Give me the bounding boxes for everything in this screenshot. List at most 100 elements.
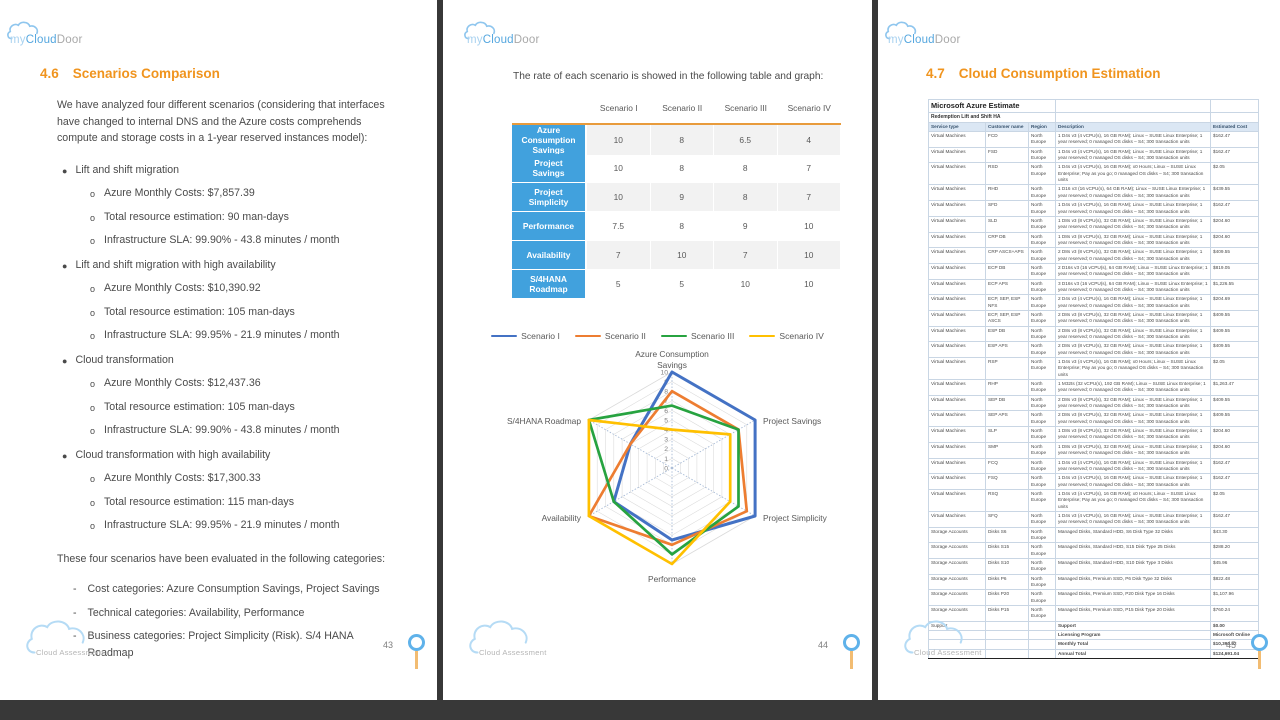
estimate-cell: 1 D8s v3 (8 vCPU(s), 32 GB RAM); Linux –… bbox=[1055, 441, 1212, 459]
section-heading-4-6: 4.6 Scenarios Comparison bbox=[40, 66, 220, 81]
estimate-cell: $2.05 bbox=[1210, 162, 1260, 186]
scenario-detail: Infrastructure SLA: 99.90% - 43.8 minute… bbox=[104, 424, 340, 436]
estimate-cell: North Europe bbox=[1027, 131, 1057, 148]
estimate-row: Storage Accounts Disks P15 North Europe Man… bbox=[928, 605, 1260, 622]
estimate-cell: $43.30 bbox=[1210, 526, 1260, 544]
estimate-cell: $439.55 bbox=[1210, 184, 1260, 202]
radar-legend: Scenario I Scenario II Scenario III Scenari… bbox=[443, 331, 872, 341]
estimate-cell: SLD bbox=[985, 215, 1029, 233]
estimate-cell: Disks S10 bbox=[985, 557, 1029, 575]
estimate-title-spacer bbox=[1055, 99, 1212, 113]
section-title: Scenarios Comparison bbox=[72, 66, 220, 81]
estimate-row: Virtual Machines ECP, SEP, ESP ASCS North … bbox=[928, 309, 1260, 327]
estimate-cell: 2 D8s v3 (8 vCPU(s), 32 GB RAM); Linux –… bbox=[1055, 309, 1212, 327]
rating-value: 10 bbox=[650, 241, 714, 270]
estimate-cell: ESP APS bbox=[985, 341, 1029, 359]
estimate-row: Storage Accounts Disks S10 North Europe Man… bbox=[928, 557, 1260, 575]
rating-value: 9 bbox=[650, 183, 714, 212]
estimate-cell: Disks S15 bbox=[985, 542, 1029, 559]
rating-value: 7 bbox=[587, 241, 651, 270]
estimate-row: Virtual Machines FSQ North Europe 1 D4s v3 … bbox=[928, 473, 1260, 490]
estimate-cell: $409.55 bbox=[1210, 247, 1260, 264]
sub-bullet-icon: o bbox=[90, 379, 96, 389]
estimate-column-header: Customer name bbox=[985, 121, 1029, 133]
rating-row-label: Availability bbox=[512, 241, 587, 270]
estimate-row: Storage Accounts Disks P20 North Europe Man… bbox=[928, 589, 1260, 607]
estimate-cell: $409.55 bbox=[1210, 410, 1260, 428]
scenario-sub-bullet: o Infrastructure SLA: 99.95% - 21.9 minut… bbox=[57, 517, 397, 534]
estimate-column-header: Region bbox=[1027, 121, 1057, 133]
estimate-cell: Managed Disks, Premium SSD, P20 Disk Typ… bbox=[1055, 589, 1212, 607]
estimate-cell bbox=[1027, 648, 1057, 660]
section-heading-4-7: 4.7 Cloud Consumption Estimation bbox=[926, 66, 1161, 81]
radar-axis-label: S/4HANA Roadmap bbox=[507, 416, 581, 426]
footer-brand-text: Cloud Assessment bbox=[479, 648, 547, 657]
page-number: 43 bbox=[382, 640, 393, 650]
dash-icon: - bbox=[73, 583, 77, 595]
estimate-cell: Virtual Machines bbox=[928, 394, 986, 412]
rating-value: 10 bbox=[587, 154, 651, 183]
estimate-cell: SEP DB bbox=[985, 394, 1029, 412]
estimate-cell: 1 D8s v3 (8 vCPU(s), 32 GB RAM); Linux –… bbox=[1055, 231, 1212, 249]
scenario-detail: Azure Monthly Costs: $7,857.39 bbox=[104, 187, 255, 199]
legend-label: Scenario III bbox=[690, 331, 735, 341]
estimate-cell: Virtual Machines bbox=[928, 294, 986, 311]
estimate-cell: North Europe bbox=[1027, 215, 1057, 233]
estimate-cell: 1 D4s v3 (4 vCPU(s), 16 GB RAM); Linux –… bbox=[1055, 473, 1212, 490]
estimate-cell: North Europe bbox=[1027, 278, 1057, 296]
radar-axis-label: Availability bbox=[542, 513, 582, 523]
estimate-cell: Managed Disks, Premium SSD, P6 Disk Type… bbox=[1055, 573, 1212, 591]
estimate-row: Virtual Machines ESP APS North Europe 2 D8s… bbox=[928, 341, 1260, 359]
section-number: 4.6 bbox=[40, 66, 59, 81]
rating-row-label: Performance bbox=[512, 212, 587, 241]
estimate-cell: 1 D4s v3 (4 vCPU(s), 16 GB RAM); Linux –… bbox=[1055, 146, 1212, 164]
scenario-column-header: Scenario IV bbox=[787, 102, 831, 113]
estimate-cell: FCQ bbox=[985, 457, 1029, 475]
sub-bullet-icon: o bbox=[90, 284, 96, 294]
bullet-icon: ● bbox=[62, 355, 68, 366]
table-intro-text: The rate of each scenario is showed in t… bbox=[513, 71, 824, 82]
rating-row: Performance 7.5 8 9 10 bbox=[512, 212, 841, 241]
estimate-cell: CRP DB bbox=[985, 231, 1029, 249]
estimate-cell: 2 D16s v3 (16 vCPU(s), 64 GB RAM); Linux… bbox=[1055, 262, 1212, 280]
logo-text-my: my bbox=[467, 34, 483, 46]
estimate-column-header: Description bbox=[1055, 121, 1212, 133]
estimate-cell: Storage Accounts bbox=[928, 542, 986, 559]
estimate-row: Virtual Machines ESP DB North Europe 2 D8s … bbox=[928, 325, 1260, 343]
estimate-row: Virtual Machines CRP DB North Europe 1 D8s … bbox=[928, 231, 1260, 249]
logo-text-cloud: Cloud bbox=[903, 34, 935, 46]
sub-bullet-icon: o bbox=[90, 426, 96, 436]
cloud-logo-icon bbox=[7, 21, 39, 40]
cloud-logo-icon bbox=[464, 21, 496, 40]
estimate-cell: 1 D4s v3 (4 vCPU(s), 16 GB RAM); Linux –… bbox=[1055, 510, 1212, 528]
estimate-cell: ESP DB bbox=[985, 325, 1029, 343]
footer-brand-text: Cloud Assessment bbox=[914, 648, 982, 657]
scenario-sub-bullet: o Total resource estimation: 90 man-days bbox=[57, 209, 397, 226]
estimate-cell: Disks P6 bbox=[985, 573, 1029, 591]
estimate-cell: North Europe bbox=[1027, 410, 1057, 428]
estimate-cell: ECP, SEP, ESP NFS bbox=[985, 294, 1029, 311]
estimate-row: Virtual Machines SFD North Europe 1 D4s v3 … bbox=[928, 200, 1260, 217]
pin-stem-icon bbox=[1258, 651, 1262, 669]
rating-value: 5 bbox=[587, 270, 651, 299]
rating-value: 8 bbox=[650, 154, 714, 183]
radar-axis-label: Project Simplicity bbox=[763, 513, 828, 523]
myclouddoor-logo: myCloudDoor bbox=[885, 21, 961, 54]
estimate-cell: Virtual Machines bbox=[928, 410, 986, 428]
estimate-cell: North Europe bbox=[1027, 184, 1057, 202]
estimate-cell: SLP bbox=[985, 426, 1029, 443]
dash-icon: - bbox=[73, 630, 77, 642]
estimate-cell: $409.55 bbox=[1210, 325, 1260, 343]
estimate-cell: Virtual Machines bbox=[928, 309, 986, 327]
scenario-bullet: ● Cloud transformation bbox=[57, 352, 397, 369]
legend-item: Scenario II bbox=[574, 331, 646, 341]
scenario-detail: Infrastructure SLA: 99.90% - 43.8 minute… bbox=[104, 234, 340, 246]
page-pin-icon bbox=[1251, 634, 1268, 676]
estimate-cell: Storage Accounts bbox=[928, 557, 986, 575]
logo-text-door: Door bbox=[934, 34, 961, 46]
estimate-subtitle-spacer bbox=[1210, 111, 1260, 123]
radar-tick-label: 0 bbox=[664, 465, 668, 472]
estimate-subtitle: Redemption Lift and Shift HA bbox=[927, 111, 1057, 123]
estimate-cell: North Europe bbox=[1027, 488, 1057, 512]
pin-circle-icon bbox=[843, 634, 860, 651]
